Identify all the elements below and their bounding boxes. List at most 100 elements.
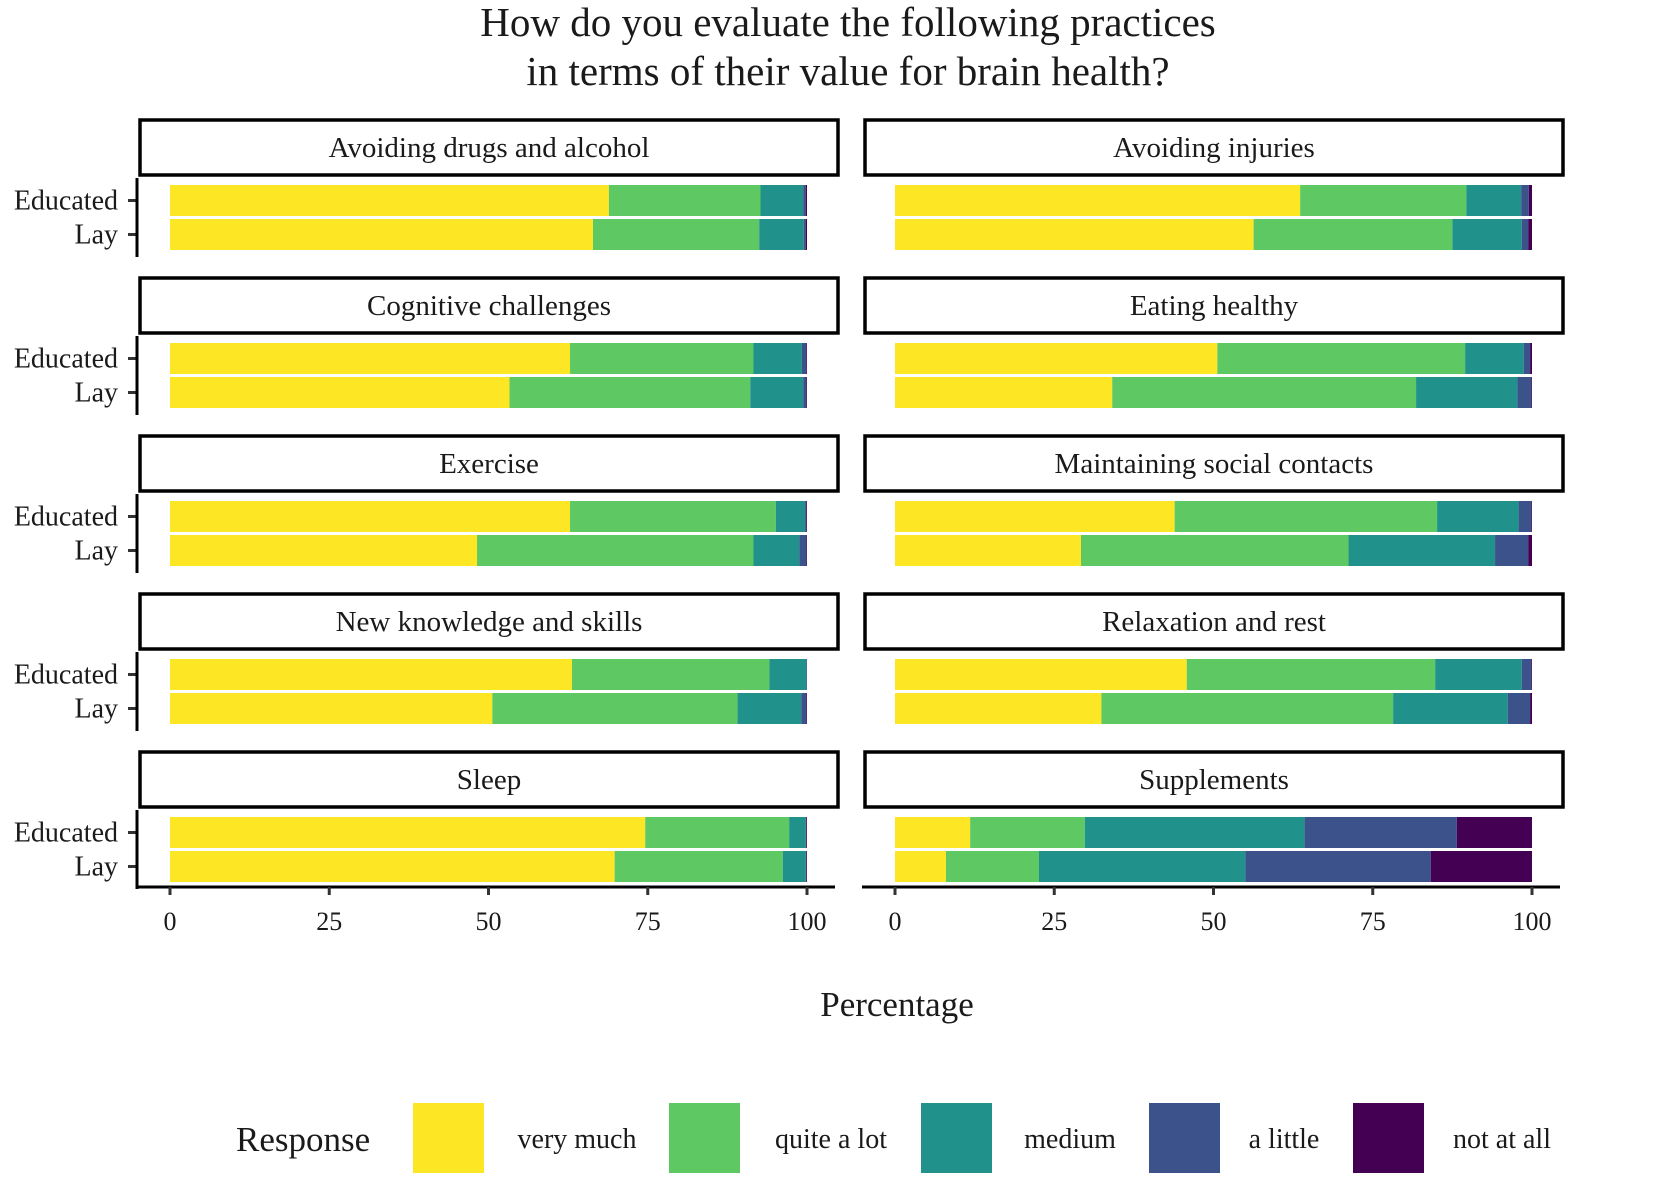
legend-key-swatch: [669, 1103, 740, 1173]
y-tick-label-lay: Lay: [74, 220, 118, 251]
bar-segment-educated-not-at-all: [1530, 343, 1532, 374]
bar-segment-educated-very-much: [895, 185, 1301, 216]
facet-strip: [863, 276, 1565, 335]
legend: Response very much quite a lot medium a litt…: [236, 1103, 1551, 1173]
bar-segment-lay-very-much: [895, 535, 1081, 566]
bar-segment-educated-a-little: [1304, 817, 1457, 848]
legend-label: not at all: [1453, 1124, 1551, 1155]
facet-strip: [138, 592, 840, 651]
bar-segment-lay-quite-a-lot: [1081, 535, 1349, 566]
bar-segment-lay-quite-a-lot: [509, 377, 751, 408]
x-tick-label-0: 0: [889, 907, 902, 936]
facet-strip: [863, 434, 1565, 493]
legend-title: Response: [236, 1120, 370, 1159]
bar-segment-educated-medium: [1435, 659, 1522, 690]
facet-strip: [863, 750, 1565, 809]
bar-segment-lay-medium: [737, 693, 802, 724]
bar-segment-educated-medium: [1084, 817, 1305, 848]
bar-segment-lay-a-little: [799, 535, 807, 566]
chart-title-line-1: How do you evaluate the following practi…: [480, 0, 1216, 45]
bar-segment-lay-not-at-all: [806, 851, 807, 882]
bar-segment-lay-not-at-all: [806, 377, 807, 408]
x-tick-label-75: 75: [1360, 907, 1386, 936]
x-tick-label-100: 100: [788, 907, 827, 936]
x-tick-label-50: 50: [476, 907, 502, 936]
legend-item-medium: medium: [921, 1103, 1116, 1173]
facet-title: Maintaining social contacts: [1055, 448, 1374, 480]
legend-key-swatch: [1149, 1103, 1220, 1173]
facet-supplements: Supplements: [863, 750, 1565, 882]
x-tick-label-25: 25: [1041, 907, 1067, 936]
legend-key-swatch: [1353, 1103, 1424, 1173]
bar-segment-lay-quite-a-lot: [614, 851, 783, 882]
bar-segment-lay-a-little: [1245, 851, 1431, 882]
legend-label: very much: [518, 1124, 637, 1155]
y-tick-label-educated: Educated: [14, 502, 118, 533]
bar-segment-lay-very-much: [170, 535, 478, 566]
legend-label: a little: [1249, 1124, 1320, 1155]
bar-segment-educated-medium: [1466, 185, 1522, 216]
bar-segment-lay-medium: [1348, 535, 1496, 566]
y-tick-label-educated: Educated: [14, 818, 118, 849]
bar-segment-lay-a-little: [1495, 535, 1529, 566]
bar-segment-lay-a-little: [803, 377, 807, 408]
bar-segment-educated-very-much: [895, 659, 1187, 690]
x-axis-1: 0 25 50 75 100: [137, 885, 835, 936]
x-tick-label-75: 75: [635, 907, 661, 936]
bar-segment-educated-a-little: [805, 501, 807, 532]
y-tick-label-lay: Lay: [74, 852, 118, 883]
bar-segment-educated-medium: [769, 659, 807, 690]
legend-label: medium: [1024, 1124, 1116, 1155]
bar-segment-educated-not-at-all: [806, 817, 807, 848]
facet-strip: [863, 118, 1565, 177]
facet-title: Sleep: [457, 764, 521, 796]
bar-segment-educated-very-much: [170, 501, 571, 532]
bar-segment-lay-medium: [1416, 377, 1518, 408]
facet-title: Supplements: [1139, 764, 1289, 796]
bar-segment-lay-a-little: [805, 851, 807, 882]
legend-item-very-much: very much: [413, 1103, 636, 1173]
bar-segment-lay-medium: [759, 219, 804, 250]
bar-segment-educated-not-at-all: [806, 501, 807, 532]
facet-panels: Avoiding drugs and alcoholEducatedLayAvo…: [14, 118, 1565, 889]
bar-segment-lay-very-much: [895, 851, 946, 882]
bar-segment-educated-not-at-all: [806, 343, 807, 374]
facet-strip: [138, 434, 840, 493]
bar-segment-lay-medium: [1393, 693, 1508, 724]
bar-segment-lay-a-little: [1517, 377, 1532, 408]
bar-segment-lay-quite-a-lot: [1112, 377, 1417, 408]
y-tick-label-lay: Lay: [74, 536, 118, 567]
x-tick-label-25: 25: [316, 907, 342, 936]
bar-segment-lay-very-much: [170, 693, 493, 724]
bar-segment-lay-a-little: [1507, 693, 1531, 724]
bar-segment-educated-a-little: [1518, 501, 1532, 532]
legend-label: quite a lot: [775, 1124, 887, 1155]
bar-segment-educated-not-at-all: [1531, 659, 1532, 690]
bar-segment-educated-quite-a-lot: [970, 817, 1085, 848]
bar-segment-educated-a-little: [1521, 185, 1529, 216]
bar-segment-educated-medium: [753, 343, 802, 374]
bar-segment-educated-quite-a-lot: [1217, 343, 1466, 374]
facet-strip: [138, 276, 840, 335]
bar-segment-educated-very-much: [170, 817, 646, 848]
facet-title: New knowledge and skills: [336, 606, 643, 638]
bar-segment-educated-not-at-all: [1528, 185, 1533, 216]
bar-segment-educated-a-little: [1523, 343, 1531, 374]
bar-segment-lay-not-at-all: [1531, 377, 1532, 408]
legend-item-a-little: a little: [1149, 1103, 1319, 1173]
bar-segment-educated-very-much: [895, 817, 971, 848]
bar-segment-lay-a-little: [801, 693, 807, 724]
bar-segment-educated-medium: [789, 817, 806, 848]
bar-segment-lay-a-little: [1521, 219, 1529, 250]
bar-segment-educated-a-little: [803, 185, 806, 216]
bar-segment-lay-very-much: [170, 377, 510, 408]
bar-segment-lay-not-at-all: [1430, 851, 1532, 882]
bar-segment-educated-a-little: [801, 343, 807, 374]
bar-segment-educated-quite-a-lot: [1174, 501, 1438, 532]
bar-segment-lay-very-much: [170, 851, 615, 882]
x-axis-label: Percentage: [820, 985, 974, 1024]
legend-key-swatch: [413, 1103, 484, 1173]
